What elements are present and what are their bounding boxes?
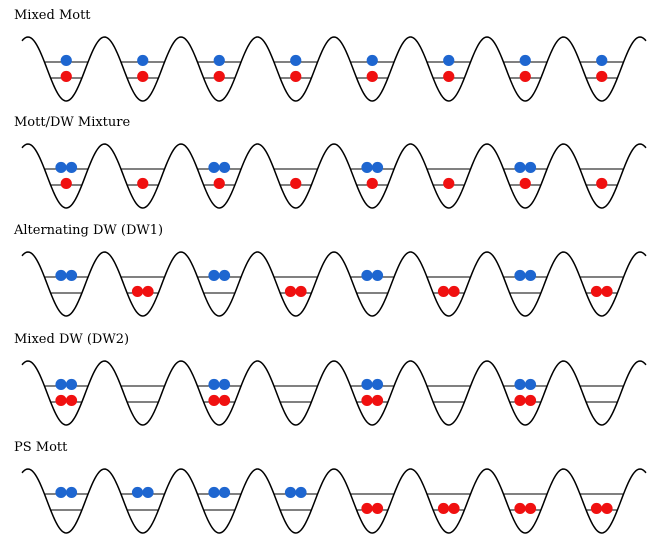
blue-particle [65,269,78,282]
blue-particle [55,378,67,391]
red-particle [448,502,460,515]
lattice-potential-curve [21,251,647,317]
red-particle [142,285,154,298]
red-particle [60,177,72,190]
red-particle [208,394,220,407]
blue-particle [208,161,220,174]
red-particle [601,285,613,298]
lattice-potential-curve [21,143,647,209]
red-particle [65,394,78,407]
blue-particle [519,54,531,67]
lattice-potential-curve [21,36,647,102]
red-particle [519,70,531,83]
blue-particle [524,378,537,391]
blue-particle [218,161,231,174]
red-particle [361,394,373,407]
blue-particle [218,269,231,282]
blue-particle [208,269,220,282]
blue-particle [524,269,537,282]
red-particle [514,502,526,515]
red-particle [131,285,144,298]
red-particle [371,394,384,407]
red-particle [596,177,608,190]
red-particle [137,177,149,190]
red-particle [590,502,603,515]
blue-particle [361,378,373,391]
blue-particle [208,378,220,391]
blue-particle [55,161,67,174]
red-particle [218,394,231,407]
red-particle [295,285,307,298]
red-particle [590,285,603,298]
blue-particle [65,486,78,499]
panel-title: Mixed DW (DW2) [14,332,129,347]
red-particle [60,70,72,83]
blue-particle [208,486,220,499]
blue-particle [366,54,378,67]
blue-particle [218,486,231,499]
blue-particle [55,486,67,499]
red-particle [213,70,225,83]
blue-particle [290,54,302,67]
red-particle [519,177,531,190]
red-particle [55,394,67,407]
blue-particle [295,486,307,499]
red-particle [601,502,613,515]
blue-particle [596,54,608,67]
blue-particle [361,161,373,174]
blue-particle [443,54,455,67]
blue-particle [371,161,384,174]
red-particle [524,394,537,407]
panel-title: PS Mott [14,440,68,455]
red-particle [437,502,450,515]
red-particle [596,70,608,83]
blue-particle [137,54,149,67]
blue-particle [514,161,526,174]
red-particle [137,70,149,83]
blue-particle [65,161,78,174]
blue-particle [213,54,225,67]
lattice-potential-curve [21,360,647,426]
red-particle [443,70,455,83]
blue-particle [60,54,72,67]
red-particle [284,285,297,298]
red-particle [437,285,450,298]
red-particle [366,70,378,83]
blue-particle [371,269,384,282]
blue-particle [514,269,526,282]
blue-particle [371,378,384,391]
red-particle [443,177,455,190]
red-particle [514,394,526,407]
panel-title: Mott/DW Mixture [14,115,130,130]
panel-title: Alternating DW (DW1) [13,223,163,238]
blue-particle [524,161,537,174]
blue-particle [514,378,526,391]
blue-particle [131,486,144,499]
panel-title: Mixed Mott [14,8,91,23]
blue-particle [218,378,231,391]
red-particle [524,502,537,515]
red-particle [448,285,460,298]
blue-particle [361,269,373,282]
red-particle [213,177,225,190]
blue-particle [284,486,297,499]
red-particle [361,502,373,515]
blue-particle [142,486,154,499]
red-particle [290,177,302,190]
blue-particle [65,378,78,391]
lattice-potential-curve [21,468,647,534]
blue-particle [55,269,67,282]
red-particle [290,70,302,83]
red-particle [366,177,378,190]
red-particle [371,502,384,515]
